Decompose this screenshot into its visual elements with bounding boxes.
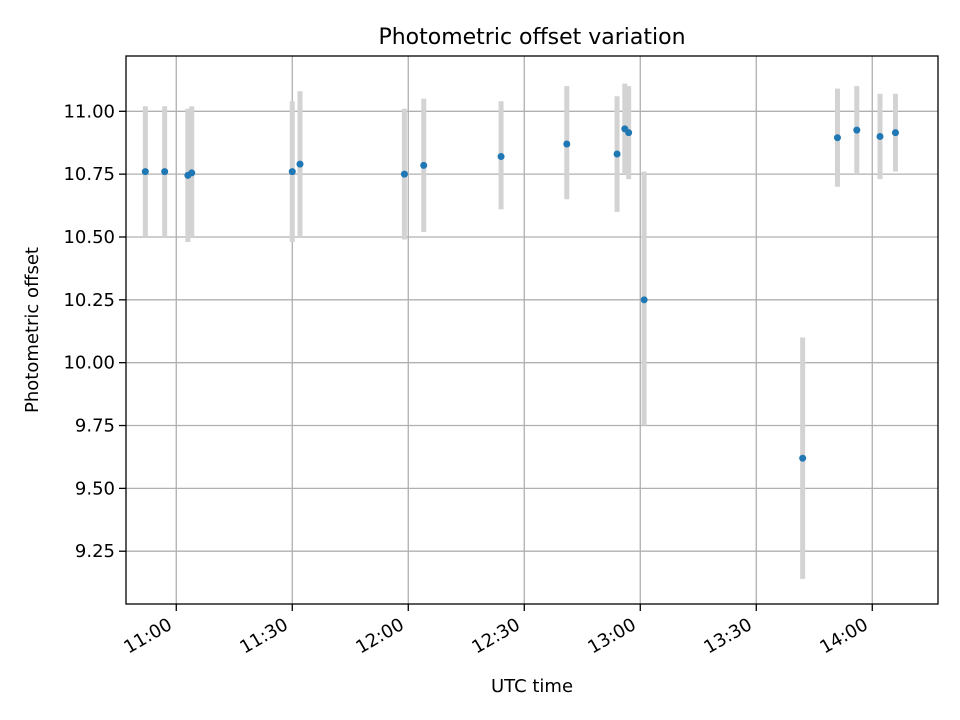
data-point [420,161,428,169]
y-tick-label: 10.00 [63,353,115,374]
data-point [625,129,633,137]
data-point [563,140,571,148]
x-tick-label: 13:00 [584,614,639,658]
y-axis-title: Photometric offset [22,247,43,413]
data-point [853,126,861,134]
grid-layer [126,56,938,604]
data-point [400,170,408,178]
x-tick-label: 11:30 [236,614,291,658]
x-tick-label: 12:00 [352,614,407,658]
data-point [296,160,304,168]
y-tick-layer: 9.25 9.50 9.75 10.00 10.25 10.50 10.75 11.00 [63,101,126,562]
data-point [188,169,196,177]
data-point [640,296,648,304]
y-tick-label: 10.75 [63,164,115,185]
x-tick-layer: 11:00 11:30 12:00 12:30 13:00 13:30 14:00 [120,604,873,658]
y-tick-label: 10.50 [63,227,115,248]
chart-title: Photometric offset variation [378,25,685,50]
plot-frame [125,55,939,605]
y-tick-label: 11.00 [63,101,115,122]
x-tick-label: 13:30 [700,614,755,658]
y-tick-label: 10.25 [63,290,115,311]
data-point [876,132,884,140]
y-tick-label: 9.75 [75,416,115,437]
x-axis-title: UTC time [491,676,573,697]
data-point [141,168,149,176]
data-point [497,153,505,161]
errorbar-layer [142,83,898,579]
x-tick-label: 14:00 [816,614,871,658]
data-point [161,168,169,176]
y-tick-label: 9.50 [75,478,115,499]
x-tick-label: 12:30 [468,614,523,658]
data-point [891,129,899,137]
data-point [799,454,807,462]
data-point [288,168,296,176]
marker-layer [141,125,899,462]
data-point [833,134,841,142]
x-tick-label: 11:00 [120,614,175,658]
data-point [613,150,621,158]
y-tick-label: 9.25 [75,541,115,562]
